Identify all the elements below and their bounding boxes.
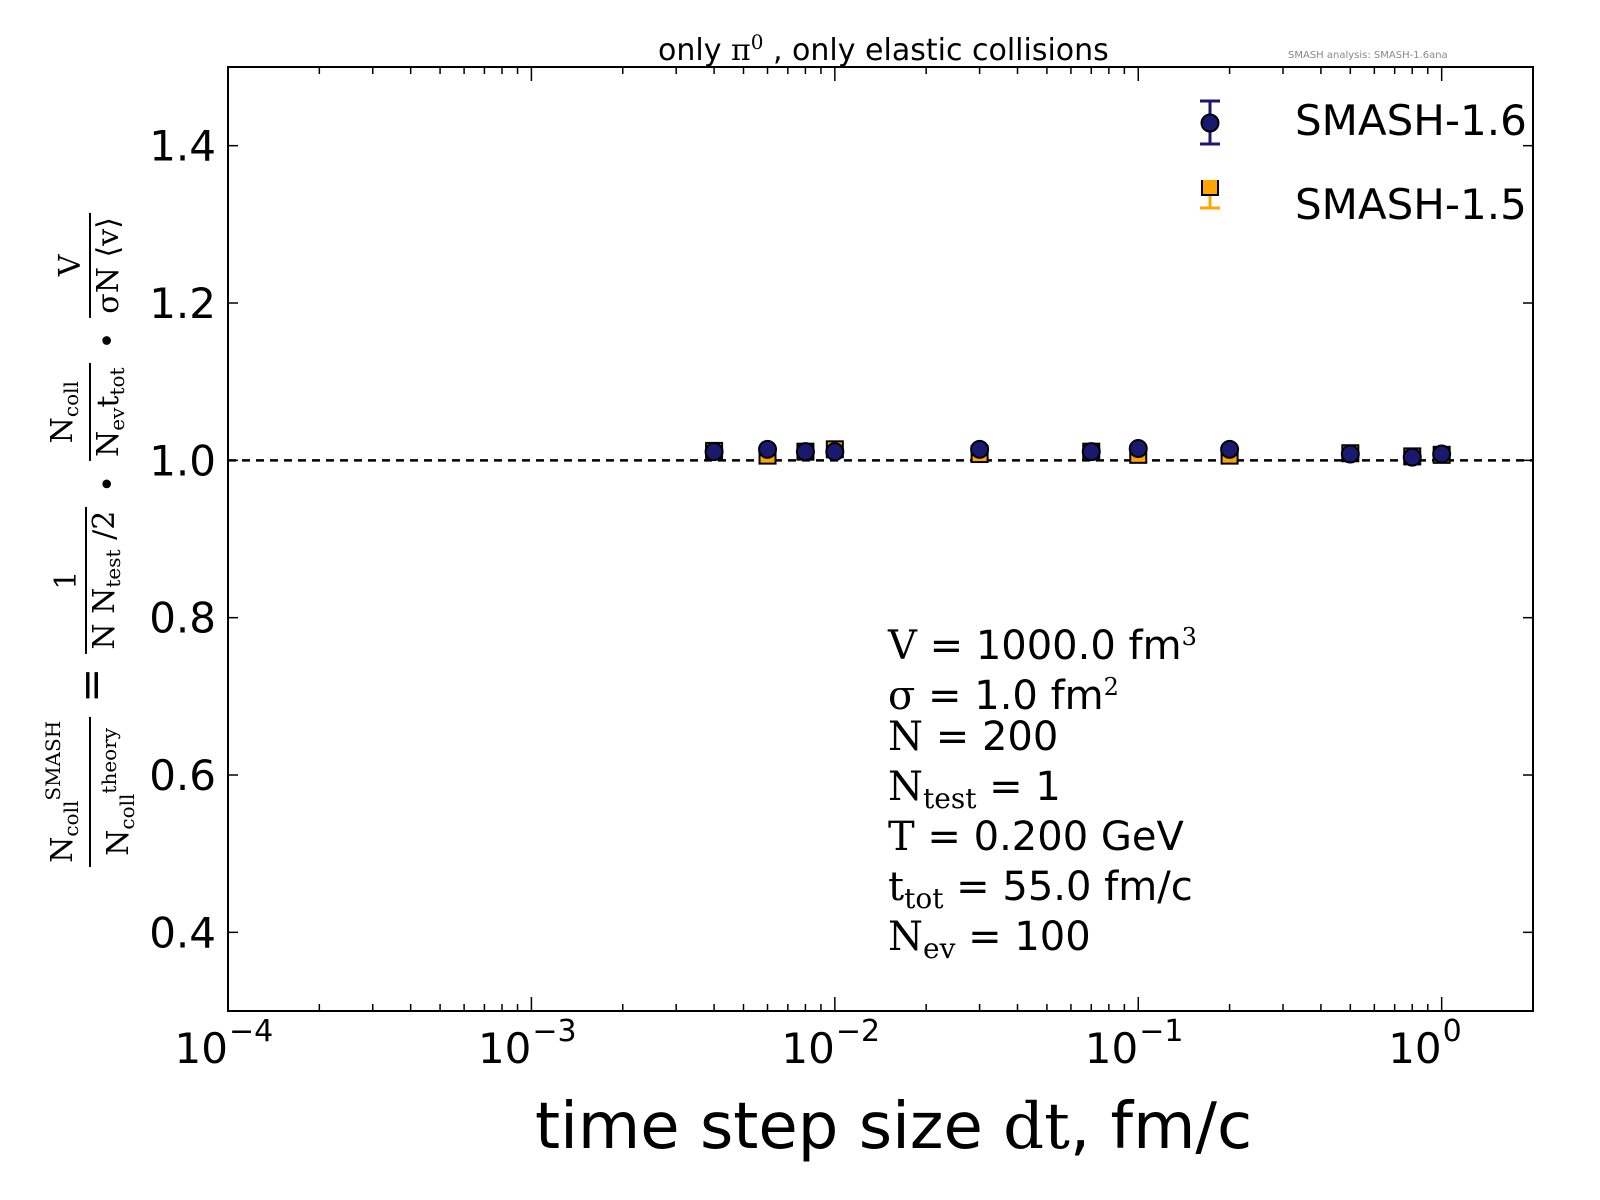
ylabel-fraction-theory: V σN ⟨v⟩ (53, 213, 127, 318)
data-point-circle (758, 439, 778, 459)
legend-label: SMASH-1.6 (1295, 96, 1527, 145)
x-tick-label-exponent: −4 (229, 1014, 273, 1049)
x-axis-label: time step size dt, fm/c (535, 1090, 1253, 1164)
legend-label: SMASH-1.5 (1295, 180, 1527, 229)
x-tick-label: 10 (1085, 1024, 1138, 1073)
ylabel-fraction-rate: Ncoll Nevttot (45, 363, 135, 461)
x-tick-label-exponent: −1 (1139, 1014, 1183, 1049)
data-point-circle (1432, 444, 1452, 464)
parameter-annotation: V = 1000.0 fm3 σ = 1.0 fm2 N = 200 Ntest… (888, 612, 1197, 965)
param-particle-number: N = 200 (888, 714, 1059, 760)
y-tick-label: 0.6 (149, 751, 216, 800)
data-point-circle (795, 442, 815, 462)
plot-frame (227, 66, 1534, 1012)
data-point-circle (1220, 439, 1240, 459)
data-point-circle (704, 442, 724, 462)
y-axis-label-container: NcollSMASH Ncolltheory = 1 N Ntest /2 • … (0, 0, 140, 1200)
watermark: SMASH analysis: SMASH-1.6ana (1288, 50, 1448, 61)
x-tick-label-exponent: 0 (1443, 1014, 1462, 1049)
param-cross-section: σ = 1.0 fm2 (888, 673, 1119, 719)
y-tick-label: 0.8 (149, 594, 216, 643)
x-tick-label: 10 (1388, 1024, 1441, 1073)
data-point-circle (970, 439, 990, 459)
param-temperature: T = 0.200 GeV (888, 814, 1184, 860)
x-tick-label: 10 (781, 1024, 834, 1073)
axes-frame (227, 66, 1534, 1012)
series-smash-1-6 (704, 439, 1452, 467)
y-tick-label: 0.4 (149, 908, 216, 957)
data-point-circle (1081, 442, 1101, 462)
param-total-time: ttot = 55.0 fm/c (888, 864, 1193, 915)
ylabel-fraction-norm: 1 N Ntest /2 (49, 506, 131, 654)
x-tick-label: 10 (175, 1024, 228, 1073)
y-axis-label: NcollSMASH Ncolltheory = 1 N Ntest /2 • … (35, 213, 145, 867)
tick-labels: 10 −4 10 −3 10 −2 10 −1 10 00.40.60.81.01.21.4 (149, 122, 1462, 1073)
data-points (704, 439, 1452, 467)
data-point-circle (1402, 447, 1422, 467)
x-tick-label-exponent: −3 (532, 1014, 576, 1049)
ylabel-fraction-ratio: NcollSMASH Ncolltheory (35, 716, 145, 867)
y-tick-label: 1.4 (149, 122, 216, 171)
ticks (227, 67, 1534, 1011)
param-volume: V = 1000.0 fm3 (888, 623, 1197, 669)
data-point-circle (1340, 444, 1360, 464)
x-tick-label-exponent: −2 (836, 1014, 880, 1049)
data-point-circle (1128, 439, 1148, 459)
data-point-circle (825, 442, 845, 462)
circle-marker-icon (1200, 99, 1220, 146)
param-test-particles: Ntest = 1 (888, 764, 1061, 815)
square-marker-icon (1200, 180, 1220, 210)
y-tick-label: 1.2 (149, 279, 216, 328)
param-events: Nev = 100 (888, 914, 1091, 965)
y-tick-label: 1.0 (149, 436, 216, 485)
x-tick-label: 10 (478, 1024, 531, 1073)
